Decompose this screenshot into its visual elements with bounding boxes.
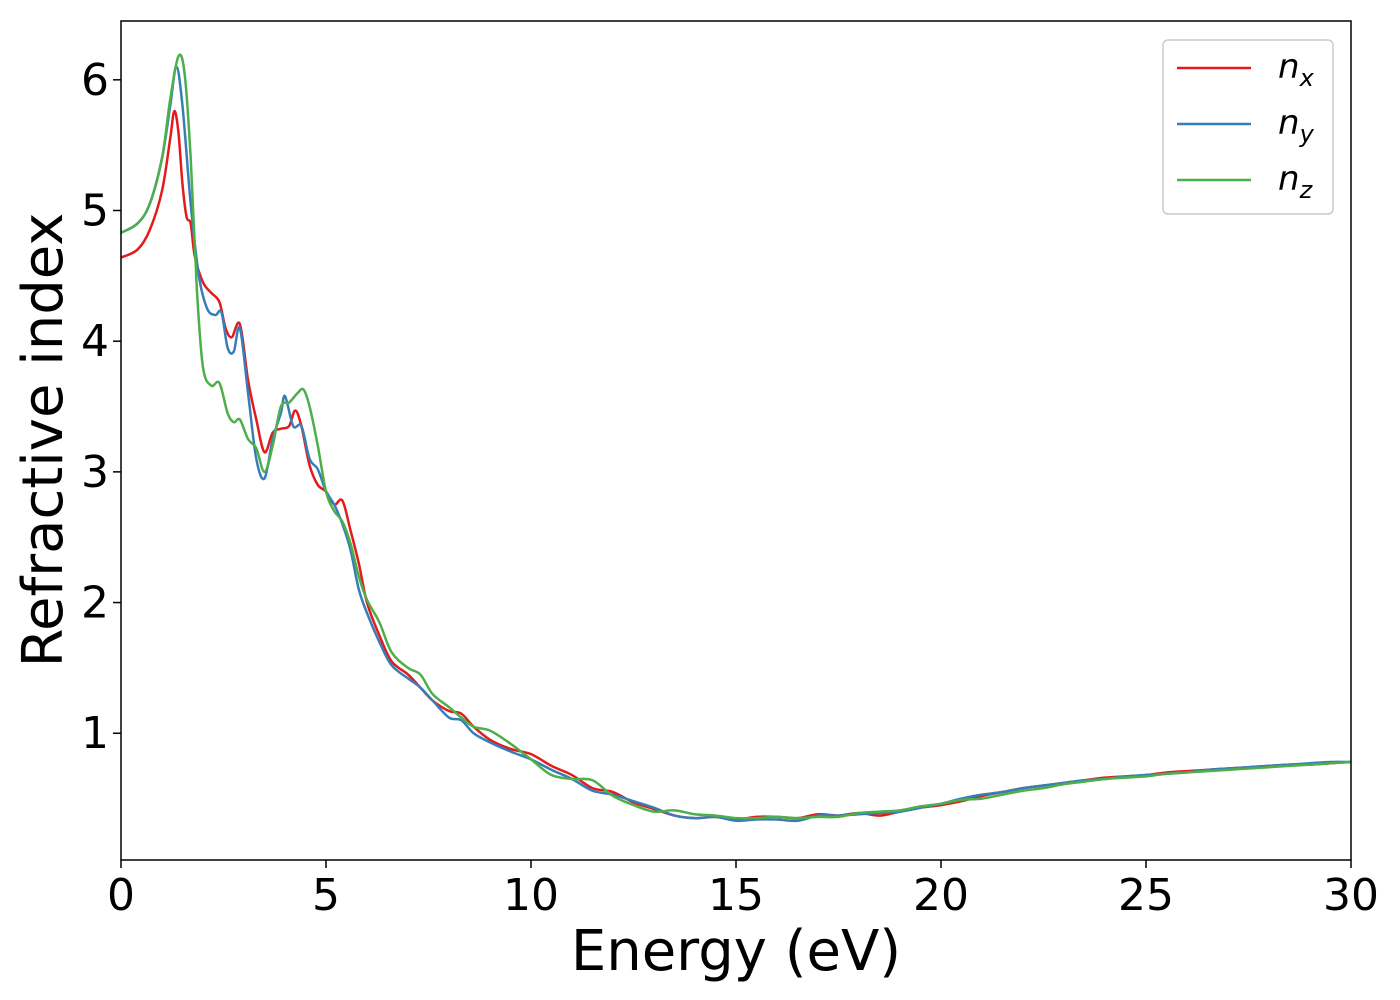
x-axis-label: Energy (eV) [571, 919, 901, 984]
x-tick-label: 10 [503, 870, 559, 921]
series-line-x [121, 109, 1351, 821]
x-tick-label: 15 [708, 870, 764, 921]
x-tick-label: 20 [913, 870, 969, 921]
y-tick-label: 1 [81, 708, 109, 759]
legend-label-x: nx [1278, 47, 1315, 92]
y-axis-label: Refractive index [11, 213, 76, 668]
y-axis-ticks: 1 2 3 4 5 6 [81, 55, 121, 759]
y-tick-label: 6 [81, 55, 109, 106]
y-tick-label: 2 [81, 578, 109, 629]
x-axis-ticks: 0 5 10 15 20 25 30 [107, 860, 1379, 921]
legend-label-z: nz [1278, 159, 1314, 204]
y-tick-label: 3 [81, 447, 109, 498]
legend-frame [1162, 39, 1334, 215]
series-line-z [121, 53, 1351, 820]
y-tick-label: 5 [81, 185, 109, 236]
series-layer [121, 53, 1351, 823]
x-tick-label: 0 [107, 870, 135, 921]
legend-entries: nx ny nz [1177, 47, 1315, 204]
series-line-y [121, 65, 1351, 823]
legend-label-y: ny [1278, 103, 1315, 148]
legend: nx ny nz [1162, 39, 1334, 215]
x-tick-label: 5 [312, 870, 340, 921]
y-tick-label: 4 [81, 316, 109, 367]
x-tick-label: 25 [1118, 870, 1174, 921]
x-tick-label: 30 [1323, 870, 1379, 921]
